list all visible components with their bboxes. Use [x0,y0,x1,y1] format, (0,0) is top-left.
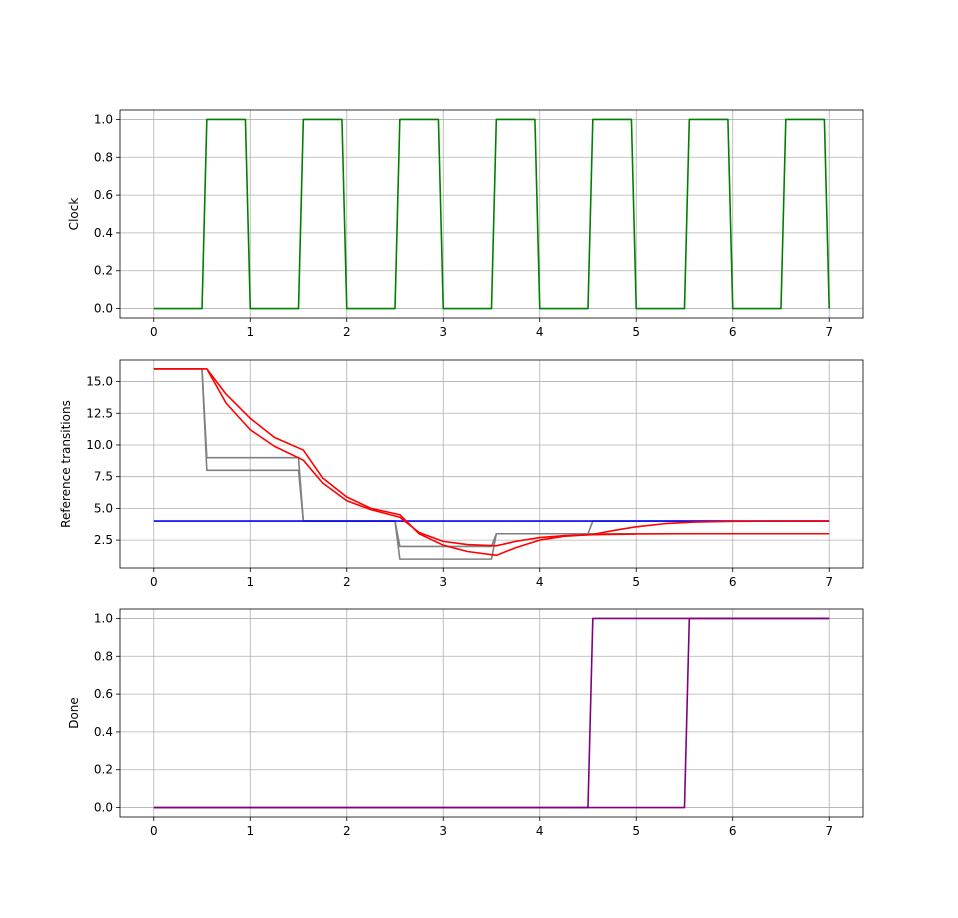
chart-panel-1: 0 1 2 3 4 5 6 7 0.0 0.2 0.4 0.6 0.8 1.0 Clock [67,109,864,339]
y-axis-label: Reference transitions [59,400,73,528]
x-tick-label: 7 [825,575,833,589]
x-tick-label: 5 [632,824,640,838]
x-tick-label: 5 [632,575,640,589]
x-tick-label: 0 [150,824,158,838]
x-tick-label: 2 [343,824,351,838]
y-tick-label: 0.6 [94,687,113,701]
y-tick-label: 0.2 [94,763,113,777]
y-tick-label: 5.0 [94,501,113,515]
series-line-1 [153,118,831,310]
axes-frame [119,359,864,569]
x-tick-label: 4 [536,575,544,589]
series-line-4 [153,368,830,547]
x-tick-label: 3 [439,325,447,339]
x-tick-label: 6 [729,824,737,838]
y-tick-label: 0.0 [94,801,113,815]
y-tick-label: 7.5 [94,470,113,484]
x-tick-label: 7 [825,325,833,339]
y-axis-label: Clock [67,198,81,231]
series-line-2 [153,368,830,560]
x-tick-label: 1 [246,575,254,589]
x-tick-label: 6 [729,575,737,589]
chart-panel-3: 0 1 2 3 4 5 6 7 0.0 0.2 0.4 0.6 0.8 1.0 Done [67,608,864,838]
x-tick-label: 4 [536,325,544,339]
y-tick-label: 0.6 [94,188,113,202]
x-tick-label: 0 [150,325,158,339]
series-line-1 [153,617,830,809]
y-tick-label: 2.5 [94,533,113,547]
x-tick-label: 3 [439,824,447,838]
y-tick-label: 0.8 [94,649,113,663]
chart-panel-2: 0 1 2 3 4 5 6 7 2.5 5.0 7.5 10.0 12.5 15.0 Reference t… [59,359,864,589]
series-line-2 [153,617,830,809]
x-tick-label: 6 [729,325,737,339]
x-tick-label: 5 [632,325,640,339]
y-tick-label: 0.4 [94,725,113,739]
x-tick-label: 4 [536,824,544,838]
y-tick-label: 1.0 [94,112,113,126]
axes-frame [119,608,864,818]
y-tick-label: 0.8 [94,150,113,164]
y-tick-label: 1.0 [94,611,113,625]
series-line-5 [153,368,830,557]
y-tick-label: 0.0 [94,302,113,316]
x-tick-label: 2 [343,325,351,339]
x-tick-label: 1 [246,824,254,838]
x-tick-label: 7 [825,824,833,838]
axes-frame [119,109,864,319]
y-tick-label: 10.0 [86,438,113,452]
y-tick-label: 0.2 [94,264,113,278]
y-axis-label: Done [67,697,81,729]
x-tick-label: 2 [343,575,351,589]
y-tick-label: 12.5 [86,406,113,420]
x-tick-label: 0 [150,575,158,589]
x-tick-label: 3 [439,575,447,589]
x-tick-label: 1 [246,325,254,339]
y-tick-label: 15.0 [86,375,113,389]
y-tick-label: 0.4 [94,226,113,240]
